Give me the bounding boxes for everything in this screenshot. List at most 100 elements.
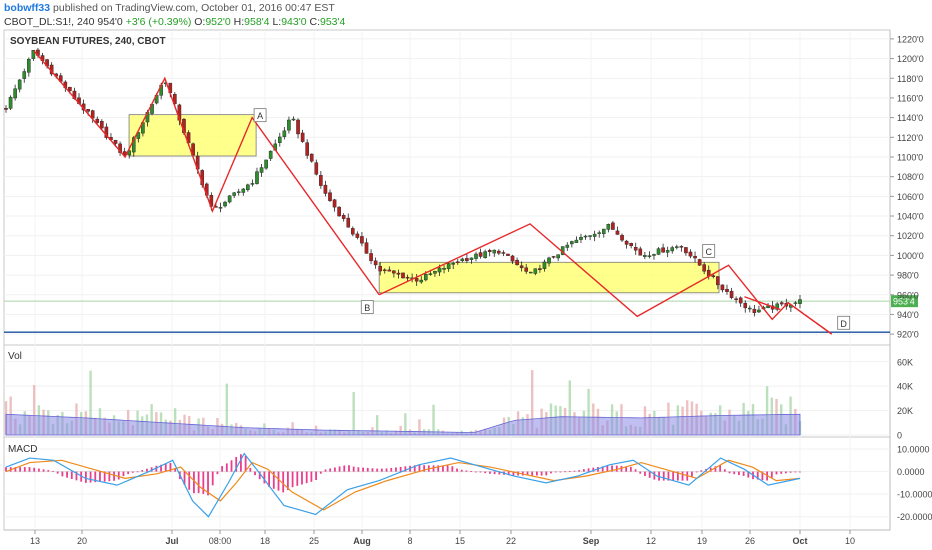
volume-tick-label: 20K: [897, 406, 913, 416]
candle-body: [793, 302, 798, 304]
time-tick-label: 26: [745, 536, 755, 546]
candle-body: [670, 247, 675, 252]
candle-body: [533, 268, 538, 274]
candle-body: [620, 235, 624, 241]
macd-histogram-bar: [742, 471, 745, 476]
candle-body: [113, 139, 118, 144]
macd-histogram-bar: [127, 471, 130, 475]
candle-body: [469, 257, 474, 260]
candle-body: [565, 244, 570, 248]
point-label: D: [840, 319, 847, 329]
macd-histogram-bar: [244, 456, 247, 472]
macd-tick-label: 0.0000: [897, 467, 925, 477]
symbol-timeframe[interactable]: CBOT_DL:S1!, 240: [4, 16, 95, 28]
price-tick-label: 940'0: [897, 310, 919, 320]
time-tick-label: Oct: [792, 536, 807, 546]
macd-histogram-bar: [240, 454, 242, 472]
macd-histogram-bar: [385, 468, 388, 472]
macd-histogram-bar: [554, 471, 557, 473]
candle-body: [460, 258, 465, 262]
macd-histogram-bar: [498, 471, 501, 475]
volume-bar: [765, 386, 769, 435]
price-tick-label: 1060'0: [897, 192, 924, 202]
candle-body: [437, 267, 442, 273]
volume-bar: [404, 413, 407, 435]
candle-body: [277, 136, 282, 143]
candle-body: [674, 246, 679, 248]
high-label: H:: [233, 16, 245, 28]
macd-histogram-bar: [319, 471, 322, 474]
macd-histogram-bar: [5, 467, 7, 472]
publish-info: published on TradingView.com, October 01…: [53, 2, 335, 14]
macd-histogram-bar: [258, 471, 261, 480]
price-change: +3'6 (+0.39%): [125, 16, 192, 28]
macd-histogram-bar: [437, 465, 440, 472]
macd-histogram-bar: [756, 471, 759, 480]
author-link[interactable]: bobwff33: [4, 2, 51, 14]
macd-histogram-bar: [169, 463, 172, 472]
candle-body: [501, 252, 506, 254]
macd-histogram-bar: [343, 465, 346, 472]
macd-histogram-bar: [94, 471, 97, 483]
high-value: 958'4: [244, 16, 270, 28]
time-tick-label: 18: [260, 536, 270, 546]
macd-histogram-bar: [117, 471, 120, 480]
candle-body: [574, 239, 579, 243]
macd-histogram-bar: [531, 471, 534, 476]
candle-body: [524, 267, 529, 272]
macd-histogram-bar: [770, 471, 773, 478]
point-label-box: [837, 315, 851, 330]
projection-dashed-line: [787, 302, 833, 335]
candle-body: [492, 249, 497, 254]
macd-line: [5, 452, 801, 518]
candle-body: [615, 230, 620, 235]
candle-body: [697, 259, 702, 266]
macd-histogram-bar: [136, 471, 139, 473]
candle-body: [757, 309, 761, 313]
macd-histogram-bar: [587, 468, 590, 472]
macd-histogram-bar: [719, 464, 722, 472]
candle-body: [519, 265, 524, 269]
candle-body: [474, 253, 478, 259]
candle-body: [478, 252, 483, 257]
macd-indicator: [5, 452, 801, 518]
price-tick-label: 1160'0: [897, 93, 923, 103]
macd-histogram-bar: [141, 470, 144, 472]
candle-body: [246, 184, 250, 191]
macd-histogram-bar: [277, 471, 280, 491]
macd-histogram-bar: [99, 471, 101, 482]
macd-histogram-bar: [160, 464, 162, 472]
close-label: C:: [309, 16, 321, 28]
macd-histogram-bar: [695, 471, 698, 473]
candle-body: [255, 171, 259, 184]
macd-histogram-bar: [465, 470, 468, 472]
candle-body: [465, 258, 469, 261]
macd-histogram-bar: [33, 467, 36, 472]
macd-histogram-bar: [512, 471, 515, 476]
open-value: 952'0: [205, 16, 231, 28]
candle-body: [446, 263, 451, 270]
candle-body: [656, 248, 661, 255]
candle-body: [90, 110, 95, 119]
volume-bar: [150, 404, 153, 435]
macd-histogram-bar: [183, 471, 186, 486]
candle-body: [528, 271, 533, 274]
candle-body: [319, 175, 323, 186]
candle-body: [661, 247, 665, 253]
candle-body: [250, 183, 255, 185]
macd-histogram-bar: [362, 467, 364, 472]
candle-body: [68, 86, 72, 92]
macd-histogram-bar: [108, 471, 111, 482]
macd-histogram-bar: [301, 471, 303, 485]
macd-histogram-bar: [653, 471, 656, 480]
candle-body: [95, 118, 100, 123]
macd-histogram-bar: [493, 471, 496, 475]
candle-body: [419, 279, 424, 283]
candle-body: [351, 228, 355, 235]
macd-histogram-bar: [75, 471, 78, 481]
candle-body: [382, 269, 387, 272]
volume-bar: [531, 370, 534, 435]
last-price-tag-label: 953'4: [893, 297, 915, 307]
macd-histogram-bar: [582, 469, 585, 472]
